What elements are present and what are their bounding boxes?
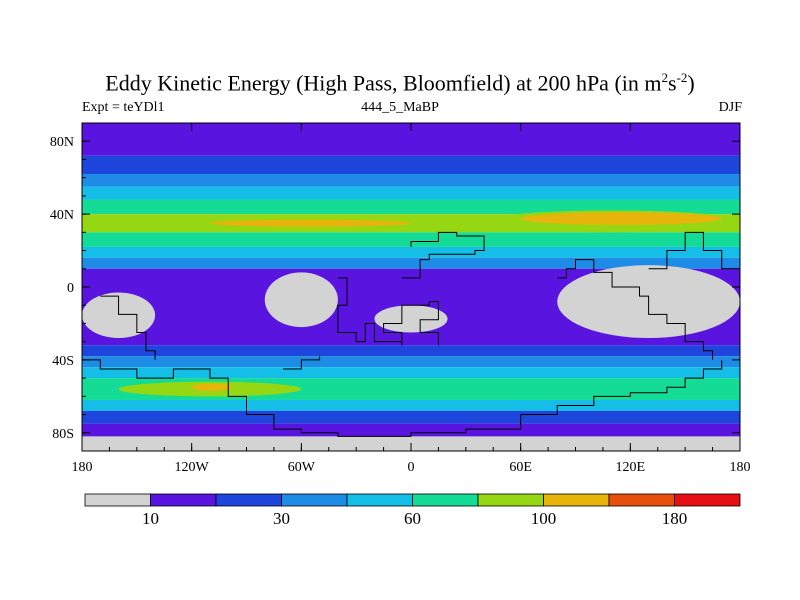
- band-7: [82, 246, 740, 258]
- y-axis: 80N 40N 0 40S 80S: [50, 122, 740, 452]
- colorbar-box-8: [608, 493, 675, 507]
- colorbar-label-4: 180: [662, 509, 688, 528]
- coastline-4: [82, 359, 723, 437]
- x-tick-label-0: 180: [72, 460, 93, 475]
- coastline-1: [401, 231, 485, 279]
- field-layer: [82, 123, 740, 451]
- colorbar-label-0: 10: [142, 509, 159, 528]
- colorbar-box-6: [477, 493, 544, 507]
- band-4: [82, 199, 740, 215]
- coastline-2: [557, 259, 714, 360]
- coastline-0: [337, 277, 439, 346]
- y-tick-label-0: 80N: [50, 135, 74, 150]
- low-region-1: [264, 272, 338, 328]
- colorbar-box-0: [84, 493, 151, 507]
- title-sup-2: -2: [676, 70, 688, 85]
- band-16: [82, 423, 740, 437]
- colorbar-box-9: [674, 493, 741, 507]
- band-2: [82, 174, 740, 187]
- band-15: [82, 410, 740, 424]
- subtitle-left: Expt = teYDl1: [82, 100, 165, 115]
- colorbar-box-3: [281, 493, 348, 507]
- colorbar: 10 30 60 100 180: [84, 493, 741, 528]
- x-tick-label-5: 120E: [616, 460, 646, 475]
- y-tick-label-3: 40S: [52, 354, 74, 369]
- band-3: [82, 186, 740, 200]
- colorbar-box-2: [215, 493, 282, 507]
- patch-3: [520, 212, 722, 226]
- colorbar-label-1: 30: [273, 509, 290, 528]
- x-tick-label-6: 180: [730, 460, 751, 475]
- band-8: [82, 257, 740, 269]
- low-region-2: [374, 305, 448, 333]
- title-end: ): [687, 70, 695, 96]
- colorbar-label-2: 60: [404, 509, 421, 528]
- band-6: [82, 232, 740, 247]
- x-tick-label-2: 60W: [288, 460, 316, 475]
- patch-1: [209, 219, 411, 227]
- coastline-3: [648, 231, 741, 278]
- colorbar-label-3: 100: [531, 509, 557, 528]
- coastline-layer: [82, 231, 741, 437]
- x-tick-label-4: 60E: [509, 460, 532, 475]
- band-14: [82, 399, 740, 411]
- subtitle-center: 444_5_MaBP: [361, 100, 439, 115]
- chart-title: Eddy Kinetic Energy (High Pass, Bloomfie…: [0, 70, 800, 96]
- title-mid: s: [668, 70, 677, 96]
- coastline-5: [100, 295, 156, 360]
- subtitle-right: DJF: [718, 100, 742, 115]
- band-10: [82, 345, 740, 357]
- patch-5: [191, 383, 232, 391]
- x-axis: 180 120W 60W 0 60E 120E 180: [72, 123, 751, 475]
- colorbar-box-5: [412, 493, 479, 507]
- band-11: [82, 356, 740, 368]
- title-sup-1: 2: [661, 70, 669, 85]
- colorbar-box-4: [346, 493, 413, 507]
- band-12: [82, 367, 740, 379]
- x-tick-label-1: 120W: [175, 460, 210, 475]
- coastline-6: [283, 356, 321, 370]
- colorbar-box-1: [150, 493, 217, 507]
- title-text: Eddy Kinetic Energy (High Pass, Bloomfie…: [105, 70, 662, 96]
- y-tick-label-2: 0: [67, 281, 74, 296]
- band-1: [82, 155, 740, 175]
- colorbar-box-7: [543, 493, 610, 507]
- x-tick-label-3: 0: [408, 460, 415, 475]
- y-tick-label-4: 80S: [52, 427, 74, 442]
- y-tick-label-1: 40N: [50, 208, 74, 223]
